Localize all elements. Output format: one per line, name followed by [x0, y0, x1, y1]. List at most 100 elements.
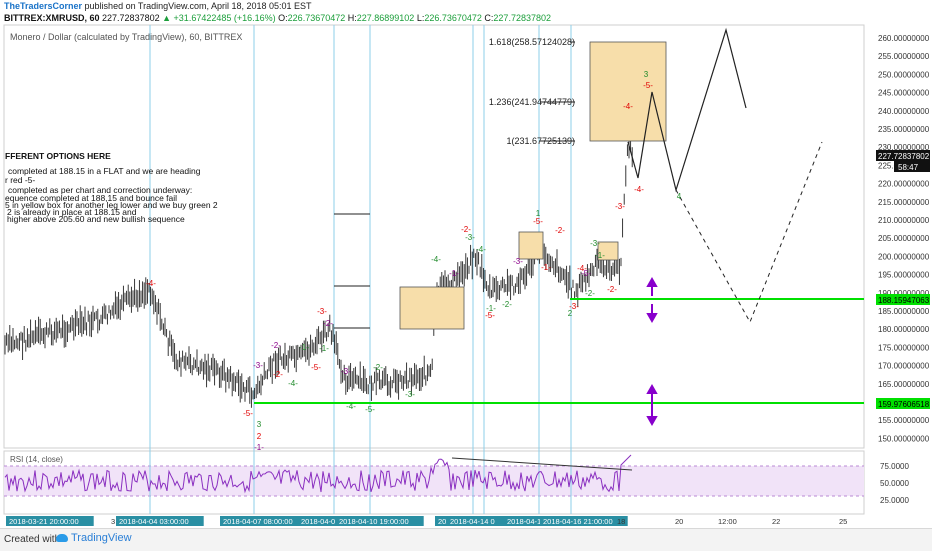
- time-label: 201: [438, 517, 451, 526]
- yellow-box-2[interactable]: [518, 231, 544, 260]
- symbol-header: BITTREX:XMRUSD, 60 227.72837802 ▲ +31.67…: [4, 13, 551, 24]
- wave-label: -2-: [461, 225, 471, 234]
- time-axis-marker: [447, 516, 505, 526]
- close-value: 227.72837802: [493, 13, 551, 23]
- price-axis[interactable]: 260.00000000 255.00000000 250.00000000 245.…: [878, 34, 930, 443]
- wave-label: -4-: [431, 255, 441, 264]
- wave-label: -5-: [311, 363, 321, 372]
- countdown-badge: [894, 161, 930, 172]
- note-line: FFERENT OPTIONS HERE: [5, 151, 111, 161]
- last-price-badge: [876, 150, 930, 161]
- wave-labels: -4--5-32-1--3--2--1--2--4--3- -5--1--2- -3…: [146, 70, 682, 452]
- rsi-tick: 75.0000: [880, 462, 909, 471]
- wave-label: -3-: [317, 307, 327, 316]
- time-axis-marker: [116, 516, 204, 526]
- wave-label: 2: [568, 309, 573, 318]
- chart-title: Monero / Dollar (calculated by TradingVi…: [10, 32, 242, 42]
- price-tick: 180.00000000: [878, 325, 930, 334]
- close-label: C:: [484, 13, 494, 23]
- wave-label: -1-: [595, 251, 605, 260]
- time-label: 2018-04-04 03:00:00: [119, 517, 189, 526]
- time-label: 2018-03-21 20:00:00: [9, 517, 79, 526]
- price-change: +31.67422485 (+16.16%): [173, 13, 276, 23]
- price-tick: 230.00000000: [878, 143, 930, 152]
- publish-info: published on TradingView.com, April 18, …: [84, 1, 312, 11]
- price-tick: 150.00000000: [878, 434, 930, 443]
- wave-label: -2-: [323, 319, 333, 328]
- wave-label: -5-: [485, 311, 495, 320]
- time-axis-marker: [298, 516, 343, 526]
- wave-label: -3-: [615, 202, 625, 211]
- support-badge-low: [876, 398, 930, 409]
- wave-label: -3-: [253, 361, 263, 370]
- wave-label: -5-: [533, 217, 543, 226]
- wave-label: -1-: [449, 269, 459, 278]
- yellow-box-1[interactable]: [399, 286, 465, 330]
- wave-label: -2-: [607, 285, 617, 294]
- note-line: completed as per chart and correction un…: [8, 185, 192, 195]
- low-value: 226.73670472: [424, 13, 482, 23]
- time-label: 3: [111, 517, 115, 526]
- wave-label: -4-: [346, 402, 356, 411]
- wave-label: -2-: [271, 341, 281, 350]
- symbol-name: BITTREX:XMRUSD, 60: [4, 13, 100, 23]
- time-axis[interactable]: [4, 515, 864, 527]
- wave-label: -5-: [581, 269, 591, 278]
- projection-bullish[interactable]: [627, 27, 747, 193]
- note-line: higher above 205.60 and new bullish sequ…: [7, 214, 185, 224]
- wave-label: 2: [257, 432, 262, 441]
- price-tick: 155.00000000: [878, 416, 930, 425]
- support-badge-high-text: 188.15947063: [878, 296, 930, 305]
- yellow-box-3[interactable]: [597, 241, 619, 261]
- note-line: equence completed at 188,15 and bounce f…: [5, 193, 177, 203]
- time-label: 12:00: [718, 517, 737, 526]
- rsi-tick: 25.0000: [880, 496, 909, 505]
- up-arrow-icon: ▲: [162, 13, 172, 23]
- price-tick: 170.00000000: [878, 362, 930, 371]
- tradingview-logo[interactable]: TradingView: [56, 532, 132, 544]
- note-line: completed at 188.15 in a FLAT and we are…: [8, 166, 201, 176]
- wave-label: -4-: [623, 102, 633, 111]
- author-link[interactable]: TheTradersCorner: [4, 1, 83, 11]
- wave-label: 4: [677, 192, 682, 201]
- wave-label: -4-: [476, 245, 486, 254]
- rsi-label: RSI (14, close): [10, 455, 63, 464]
- time-axis-marker: [6, 516, 94, 526]
- publish-header: TheTradersCorner published on TradingVie…: [4, 1, 312, 12]
- price-tick: 250.00000000: [878, 70, 930, 79]
- chart-canvas[interactable]: 1.618(258.57124028) 1.236(241.94744779) …: [0, 0, 932, 528]
- high-label: H:: [347, 13, 357, 23]
- fib-1618-label: 1.618(258.57124028): [489, 37, 575, 47]
- session-lines: [149, 25, 572, 514]
- price-tick: 215.00000000: [878, 198, 930, 207]
- time-label: 20: [675, 517, 683, 526]
- wave-label: -1-: [319, 344, 329, 353]
- wave-label: -1-: [486, 304, 496, 313]
- wave-label: -1-: [254, 443, 264, 452]
- price-tick: 255.00000000: [878, 52, 930, 61]
- rsi-line: [4, 454, 632, 494]
- rsi-axis: 75.0000 50.0000 25.0000: [880, 462, 909, 505]
- high-value: 227.86899102: [356, 13, 415, 23]
- countdown-text: 58:47: [898, 163, 919, 172]
- price-tick: 205.00000000: [878, 234, 930, 243]
- wave-label: -3-: [465, 233, 475, 242]
- last-price: 227.72837802: [102, 13, 160, 23]
- wave-label: -4-: [634, 185, 644, 194]
- created-with-text: Created with: [4, 534, 61, 545]
- wave-label: -3-: [405, 390, 415, 399]
- fib-target-box[interactable]: [589, 41, 667, 142]
- wave-label: -4-: [288, 379, 298, 388]
- price-pane[interactable]: [3, 24, 865, 449]
- price-tick: 220.00000000: [878, 180, 930, 189]
- time-label: 22: [772, 517, 780, 526]
- time-axis-labels: 2018-03-21 20:00:00 3 2018-04-04 03:00:00 2…: [6, 516, 847, 526]
- wave-label: -5-: [643, 81, 653, 90]
- projection-bearish[interactable]: [675, 141, 823, 324]
- note-line: r red -5-: [5, 175, 35, 185]
- time-label: 18: [617, 517, 625, 526]
- wave-label: -2-: [585, 289, 595, 298]
- price-tick: 260.00000000: [878, 34, 930, 43]
- time-axis-marker: [220, 516, 308, 526]
- wave-label: -4-: [577, 264, 587, 273]
